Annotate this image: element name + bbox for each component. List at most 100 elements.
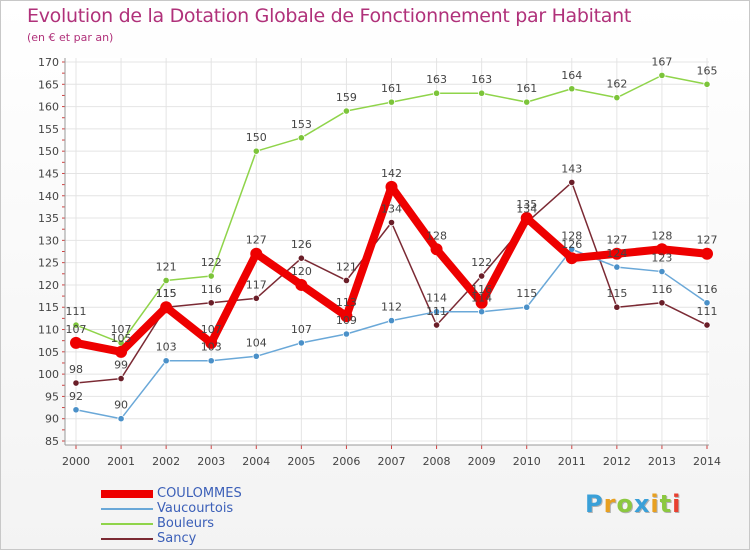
data-label-vaucourtois: 124 [606, 247, 627, 260]
data-point-bouleurs [613, 94, 621, 102]
data-label-sancy: 98 [69, 363, 83, 376]
x-tick-label: 2010 [513, 455, 541, 468]
y-tick-label: 100 [38, 368, 59, 381]
y-tick-label: 120 [38, 279, 59, 292]
x-tick-label: 2007 [378, 455, 406, 468]
data-label-coulommes: 107 [201, 323, 222, 336]
data-label-sancy: 111 [697, 305, 718, 318]
data-label-bouleurs: 163 [426, 73, 447, 86]
logo-letter: t [659, 490, 673, 518]
data-point-sancy [703, 321, 711, 329]
y-tick-label: 95 [45, 390, 59, 403]
data-label-coulommes: 120 [291, 265, 312, 278]
data-point-sancy [658, 299, 666, 307]
data-label-bouleurs: 165 [697, 64, 718, 77]
data-label-sancy: 126 [291, 238, 312, 251]
legend-label: Sancy [157, 531, 197, 546]
data-label-vaucourtois: 115 [516, 287, 537, 300]
legend-item-vaucourtois: Vaucourtois [101, 501, 242, 516]
data-label-coulommes: 107 [66, 323, 87, 336]
data-label-vaucourtois: 114 [426, 292, 447, 305]
logo-letter: i [672, 490, 682, 518]
y-tick-label: 90 [45, 413, 59, 426]
data-point-sancy [207, 299, 215, 307]
data-label-coulommes: 116 [471, 283, 492, 296]
data-point-bouleurs [523, 98, 531, 106]
y-tick-label: 130 [38, 234, 59, 247]
data-label-vaucourtois: 112 [381, 301, 402, 314]
data-label-bouleurs: 161 [381, 82, 402, 95]
data-point-bouleurs [432, 89, 441, 97]
legend-item-coulommes: COULOMMES [101, 486, 242, 501]
data-point-bouleurs [658, 71, 666, 79]
data-point-vaucourtois [252, 352, 260, 360]
data-point-sancy [117, 374, 125, 383]
data-point-sancy [432, 321, 441, 329]
data-label-vaucourtois: 107 [291, 323, 312, 336]
chart-subtitle: (en € et par an) [27, 31, 114, 44]
data-point-sancy [387, 218, 396, 227]
legend-swatch [101, 489, 153, 498]
data-label-bouleurs: 162 [606, 78, 627, 91]
data-point-bouleurs [207, 272, 215, 280]
data-point-vaucourtois [162, 357, 170, 365]
x-tick-label: 2003 [197, 455, 225, 468]
legend-label: Vaucourtois [157, 501, 234, 516]
data-label-sancy: 122 [471, 256, 492, 269]
data-label-coulommes: 127 [606, 234, 627, 247]
data-label-sancy: 115 [606, 287, 627, 300]
x-tick-label: 2013 [648, 455, 676, 468]
data-point-sancy [613, 303, 621, 311]
data-point-sancy [72, 379, 80, 387]
legend-swatch [101, 537, 153, 540]
data-label-sancy: 99 [114, 359, 128, 372]
data-point-coulommes [520, 212, 533, 225]
data-point-sancy [478, 272, 486, 280]
data-point-bouleurs [478, 89, 486, 97]
data-label-coulommes: 126 [561, 238, 582, 251]
x-tick-label: 2001 [107, 455, 135, 468]
logo-letter: r [603, 490, 617, 518]
data-point-coulommes [565, 252, 578, 265]
data-point-coulommes [250, 247, 263, 260]
proxiti-logo: Proxiti [585, 490, 681, 518]
data-label-vaucourtois: 103 [201, 341, 222, 354]
data-label-sancy: 116 [651, 283, 672, 296]
data-point-sancy [342, 276, 351, 285]
data-point-sancy [297, 254, 305, 262]
data-point-coulommes [70, 336, 82, 349]
y-tick-label: 165 [38, 78, 59, 91]
data-point-vaucourtois [297, 339, 305, 347]
x-tick-label: 2008 [423, 455, 451, 468]
data-label-bouleurs: 164 [561, 69, 582, 82]
data-point-coulommes [430, 243, 443, 256]
data-label-bouleurs: 167 [651, 55, 672, 68]
data-point-vaucourtois [342, 330, 351, 338]
data-point-coulommes [340, 310, 353, 323]
data-point-coulommes [475, 296, 488, 309]
y-tick-label: 125 [38, 257, 59, 270]
data-point-bouleurs [342, 107, 351, 115]
y-tick-label: 160 [38, 101, 59, 114]
x-tick-label: 2011 [558, 455, 586, 468]
data-label-sancy: 134 [516, 203, 537, 216]
data-label-sancy: 116 [201, 283, 222, 296]
data-point-bouleurs [297, 134, 305, 142]
y-tick-label: 110 [38, 324, 59, 337]
data-label-coulommes: 113 [336, 296, 357, 309]
legend-swatch [101, 507, 153, 510]
data-label-bouleurs: 153 [291, 118, 312, 131]
data-point-vaucourtois [613, 263, 621, 271]
data-label-bouleurs: 150 [246, 131, 267, 144]
data-point-vaucourtois [72, 406, 80, 414]
x-tick-label: 2004 [242, 455, 270, 468]
data-point-bouleurs [72, 321, 80, 329]
data-label-sancy: 134 [381, 203, 402, 216]
x-tick-label: 2002 [152, 455, 180, 468]
legend-swatch [101, 522, 153, 525]
data-point-coulommes [655, 243, 668, 256]
data-point-bouleurs [703, 80, 711, 88]
data-label-bouleurs: 163 [471, 73, 492, 86]
